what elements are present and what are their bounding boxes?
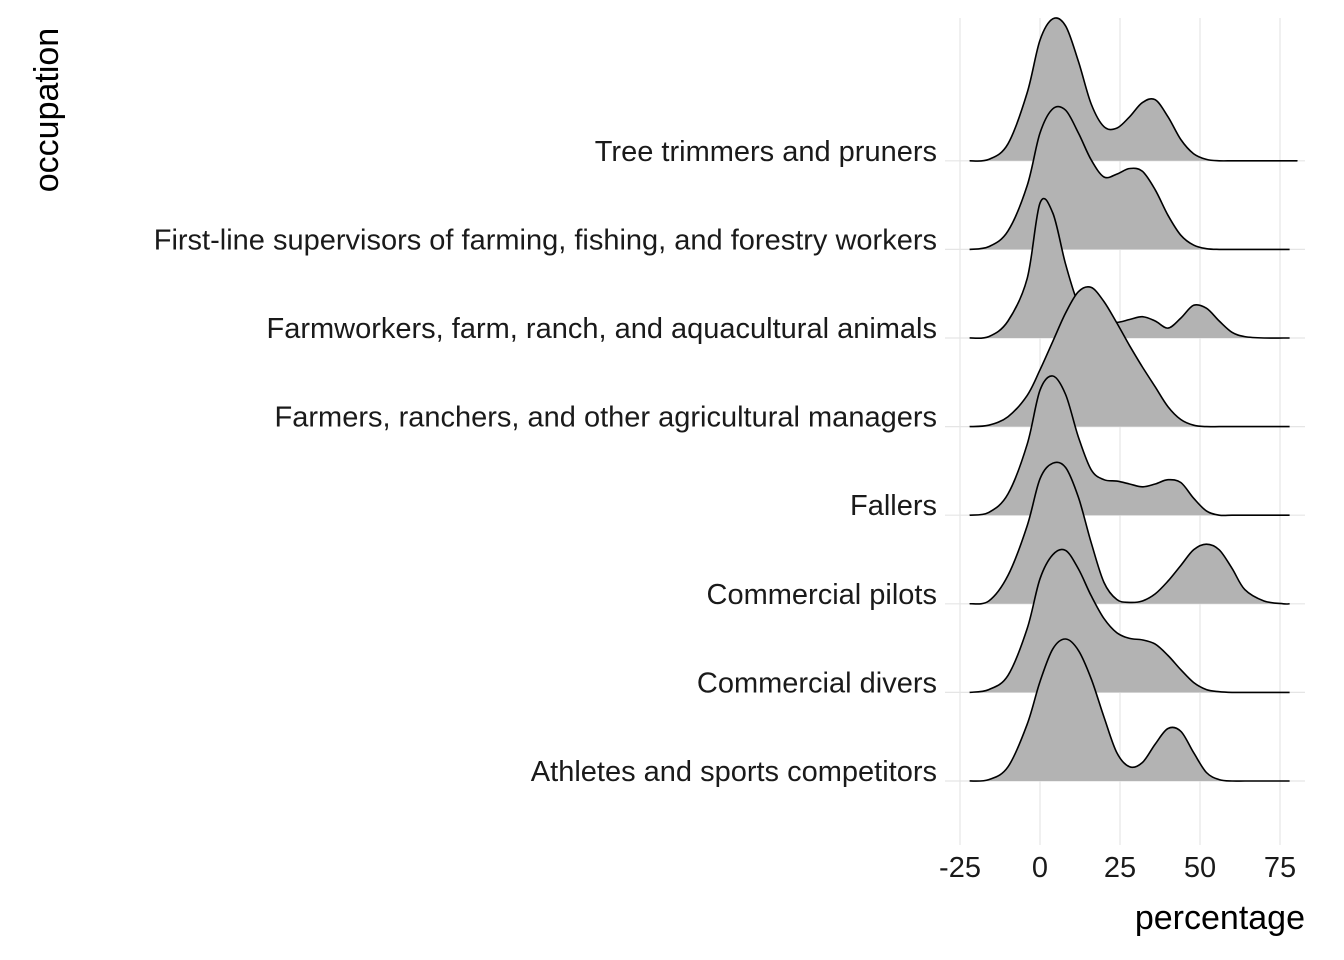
ridge-outline	[969, 548, 1290, 694]
ridge-outline	[969, 375, 1290, 517]
ridge-outline	[969, 17, 1298, 162]
y-axis-title: occupation	[28, 28, 66, 192]
category-labels: Athletes and sports competitors Commercia…	[154, 136, 937, 788]
ridge-outline	[969, 461, 1290, 605]
category-label: Tree trimmers and pruners	[595, 136, 937, 168]
ridge-outline	[969, 638, 1290, 782]
category-label: Farmers, ranchers, and other agricultura…	[275, 402, 937, 434]
ridge-fill	[969, 198, 1290, 339]
category-label: Commercial pilots	[707, 579, 937, 611]
ridge-outline	[969, 197, 1290, 340]
category-label: Commercial divers	[697, 667, 937, 699]
ridge-outline	[969, 285, 1290, 428]
x-tick-labels: -25 0 25 50 75	[939, 852, 1296, 884]
category-label: Fallers	[850, 490, 937, 522]
ridge-outline	[969, 105, 1290, 251]
category-label: Farmworkers, farm, ranch, and aquacultur…	[267, 313, 937, 345]
x-tick-label: 0	[1032, 852, 1048, 884]
ridges	[969, 17, 1298, 782]
ridge-fill	[969, 638, 1290, 782]
x-tick-label: 75	[1264, 852, 1296, 884]
x-tick-label: 25	[1104, 852, 1136, 884]
x-axis-title: percentage	[1135, 899, 1305, 937]
x-tick-label: 50	[1184, 852, 1216, 884]
category-label: Athletes and sports competitors	[531, 756, 937, 788]
x-tick-label: -25	[939, 852, 981, 884]
ridge-fill	[969, 17, 1297, 162]
category-label: First-line supervisors of farming, fishi…	[154, 224, 937, 256]
